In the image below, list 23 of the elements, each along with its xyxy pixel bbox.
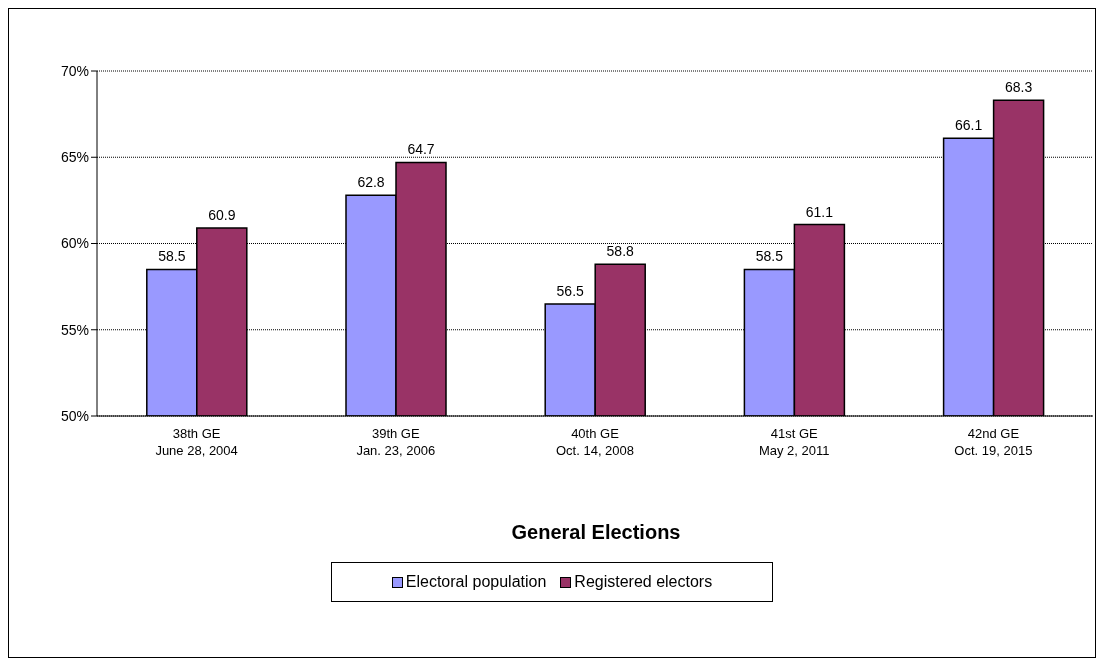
x-tick-label: 39th GE Jan. 23, 2006 — [356, 426, 436, 458]
x-axis-title: General Elections — [510, 521, 682, 544]
x-tick-label: 38th GE June 28, 2004 — [155, 426, 238, 458]
y-tick-label: 55% — [60, 321, 89, 338]
data-label: 64.7 — [407, 141, 435, 158]
x-tick-label: 41st GE May 2, 2011 — [758, 426, 830, 458]
y-tick-label: 50% — [60, 407, 89, 424]
x-tick-label: 42nd GE Oct. 19, 2015 — [954, 426, 1033, 458]
legend-label: Registered electors — [573, 573, 713, 591]
data-label: 61.1 — [805, 203, 834, 220]
x-tick-label: 40th GE Oct. 14, 2008 — [555, 426, 635, 458]
y-tick-label: 65% — [60, 149, 89, 166]
legend-label: Electoral population — [404, 573, 547, 591]
data-label: 58.8 — [606, 243, 635, 260]
data-label: 66.1 — [954, 117, 983, 134]
data-label: 62.8 — [357, 174, 385, 191]
y-tick-label: 60% — [60, 235, 89, 252]
data-label: 60.9 — [208, 206, 236, 223]
data-label: 58.5 — [158, 248, 186, 265]
data-label: 68.3 — [1004, 79, 1033, 96]
data-label: 58.5 — [755, 248, 784, 265]
data-label: 56.5 — [556, 282, 585, 299]
y-tick-label: 70% — [60, 62, 89, 79]
